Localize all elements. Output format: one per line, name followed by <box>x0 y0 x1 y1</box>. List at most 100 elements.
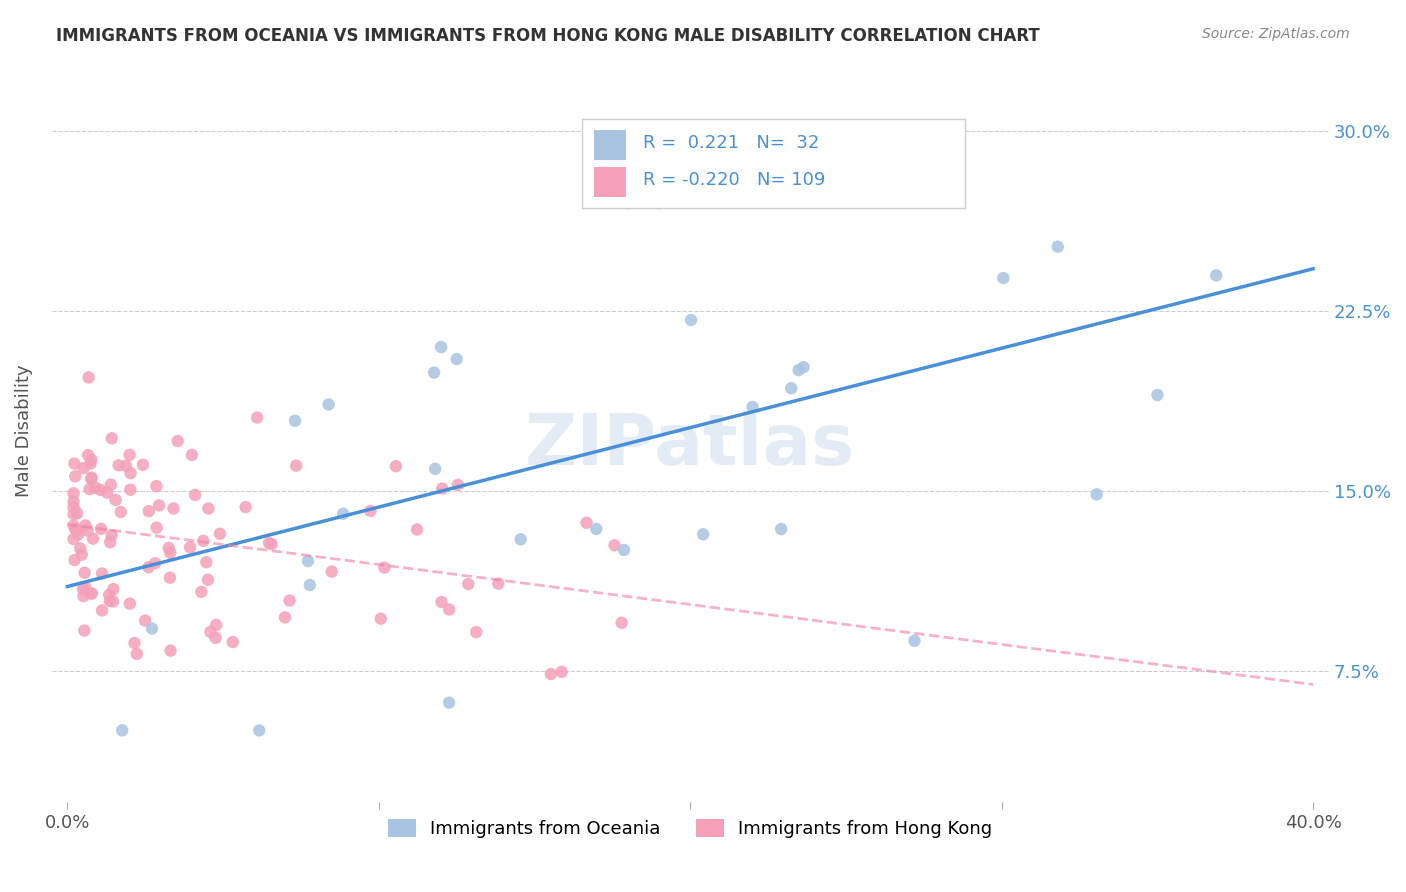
Point <box>67 527 90 541</box>
Point <box>72 589 94 603</box>
Point <box>125 647 148 661</box>
Point <box>66 523 89 537</box>
Point <box>318 397 340 411</box>
Point <box>159 643 181 657</box>
Point <box>692 527 714 541</box>
Point <box>681 313 703 327</box>
Point <box>162 501 184 516</box>
Point <box>138 504 160 518</box>
Point <box>80 453 103 467</box>
Point <box>793 360 815 375</box>
Point <box>903 633 925 648</box>
Point <box>184 488 207 502</box>
Point <box>298 578 321 592</box>
Point <box>447 478 470 492</box>
Point <box>69 541 91 556</box>
Point <box>77 370 100 384</box>
Point <box>75 580 97 594</box>
Point <box>285 458 308 473</box>
Point <box>100 477 122 491</box>
Point <box>120 466 142 480</box>
Point <box>91 603 114 617</box>
Point <box>197 501 219 516</box>
Point <box>100 528 122 542</box>
Point <box>430 595 453 609</box>
Point <box>486 576 509 591</box>
Point <box>373 560 395 574</box>
Legend: Immigrants from Oceania, Immigrants from Hong Kong: Immigrants from Oceania, Immigrants from… <box>381 812 1000 846</box>
Point <box>430 340 453 354</box>
Point <box>120 483 142 497</box>
Point <box>72 461 94 475</box>
Point <box>575 516 598 530</box>
Point <box>101 431 124 445</box>
Point <box>195 555 218 569</box>
Point <box>1085 487 1108 501</box>
Point <box>679 161 702 175</box>
Point <box>197 573 219 587</box>
Point <box>193 533 215 548</box>
Point <box>157 541 180 555</box>
Point <box>98 588 121 602</box>
Point <box>741 400 763 414</box>
Point <box>66 507 89 521</box>
Point <box>370 612 392 626</box>
Point <box>222 635 245 649</box>
Point <box>274 610 297 624</box>
Point <box>423 462 446 476</box>
Point <box>145 479 167 493</box>
Point <box>77 448 100 462</box>
Point <box>617 196 640 211</box>
Point <box>260 537 283 551</box>
Point <box>457 577 479 591</box>
Point <box>509 533 531 547</box>
Point <box>82 532 104 546</box>
Point <box>80 472 103 486</box>
Point <box>780 381 803 395</box>
Point <box>437 602 460 616</box>
Point <box>1205 268 1227 283</box>
Text: IMMIGRANTS FROM OCEANIA VS IMMIGRANTS FROM HONG KONG MALE DISABILITY CORRELATION: IMMIGRANTS FROM OCEANIA VS IMMIGRANTS FR… <box>56 27 1040 45</box>
Point <box>297 554 319 568</box>
Point <box>118 597 141 611</box>
Point <box>98 535 121 549</box>
Point <box>75 518 97 533</box>
Point <box>62 486 84 500</box>
Point <box>80 586 103 600</box>
Point <box>138 560 160 574</box>
Point <box>648 196 671 211</box>
Point <box>111 723 134 738</box>
Point <box>257 536 280 550</box>
Text: ZIPatlas: ZIPatlas <box>526 411 855 480</box>
Point <box>145 521 167 535</box>
Point <box>63 553 86 567</box>
Point <box>104 493 127 508</box>
Point <box>72 582 94 596</box>
Text: R =  0.221   N=  32: R = 0.221 N= 32 <box>643 134 820 152</box>
Point <box>134 614 156 628</box>
Point <box>90 522 112 536</box>
Point <box>124 636 146 650</box>
Point <box>385 459 408 474</box>
Point <box>91 566 114 581</box>
Point <box>770 522 793 536</box>
Point <box>141 622 163 636</box>
Bar <box>595 168 627 197</box>
Point <box>148 499 170 513</box>
Point <box>465 625 488 640</box>
Point <box>1046 240 1069 254</box>
Point <box>62 500 84 515</box>
Point <box>446 352 468 367</box>
Point <box>406 523 429 537</box>
Point <box>80 471 103 485</box>
Point <box>993 271 1015 285</box>
Point <box>437 696 460 710</box>
Point <box>585 522 607 536</box>
Point <box>143 556 166 570</box>
Point <box>205 618 228 632</box>
Point <box>103 582 125 596</box>
Point <box>73 566 96 580</box>
Point <box>115 458 138 473</box>
Point <box>423 366 446 380</box>
Point <box>65 522 87 536</box>
